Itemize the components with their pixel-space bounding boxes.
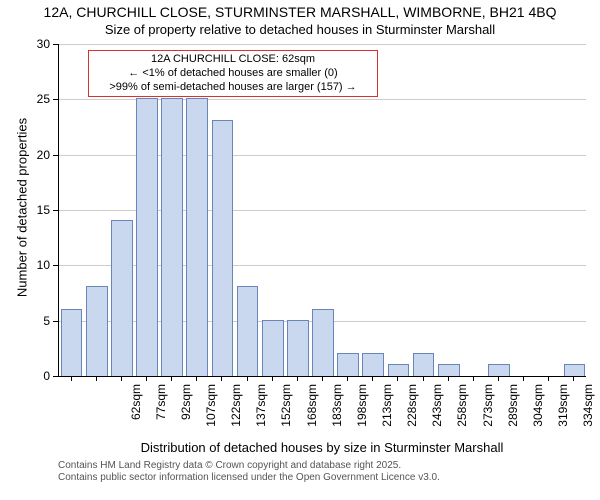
histogram-bar bbox=[337, 353, 359, 376]
chart-subtitle: Size of property relative to detached ho… bbox=[0, 22, 600, 37]
histogram-bar bbox=[488, 364, 510, 376]
y-axis-label: Number of detached properties bbox=[15, 83, 30, 333]
ytick-label: 0 bbox=[18, 369, 50, 383]
chart-container: 12A, CHURCHILL CLOSE, STURMINSTER MARSHA… bbox=[0, 0, 600, 500]
credits-line: Contains HM Land Registry data © Crown c… bbox=[58, 460, 440, 472]
xtick-label: 77sqm bbox=[154, 384, 168, 444]
histogram-bar bbox=[212, 120, 234, 376]
histogram-bar bbox=[388, 364, 410, 376]
histogram-bar bbox=[111, 220, 133, 376]
xtick-label: 258sqm bbox=[455, 384, 469, 444]
histogram-bar bbox=[186, 98, 208, 376]
credits-text: Contains HM Land Registry data © Crown c… bbox=[58, 460, 440, 484]
xtick-label: 228sqm bbox=[405, 384, 419, 444]
histogram-bar bbox=[287, 320, 309, 376]
xtick-label: 304sqm bbox=[531, 384, 545, 444]
x-axis-label: Distribution of detached houses by size … bbox=[58, 440, 586, 455]
xtick-label: 198sqm bbox=[355, 384, 369, 444]
annotation-line: ← <1% of detached houses are smaller (0) bbox=[93, 67, 373, 81]
ytick-label: 30 bbox=[18, 37, 50, 51]
xtick-label: 334sqm bbox=[581, 384, 595, 444]
histogram-bar bbox=[161, 98, 183, 376]
xtick-label: 137sqm bbox=[254, 384, 268, 444]
xtick-label: 122sqm bbox=[229, 384, 243, 444]
histogram-bar bbox=[438, 364, 460, 376]
histogram-bar bbox=[564, 364, 586, 376]
xtick-label: 107sqm bbox=[204, 384, 218, 444]
histogram-bar bbox=[312, 309, 334, 376]
chart-title: 12A, CHURCHILL CLOSE, STURMINSTER MARSHA… bbox=[0, 4, 600, 20]
histogram-bar bbox=[362, 353, 384, 376]
annotation-line: 12A CHURCHILL CLOSE: 62sqm bbox=[93, 53, 373, 67]
xtick-label: 183sqm bbox=[330, 384, 344, 444]
histogram-bar bbox=[262, 320, 284, 376]
xtick-label: 319sqm bbox=[556, 384, 570, 444]
xtick-label: 62sqm bbox=[129, 384, 143, 444]
y-axis-line bbox=[58, 44, 59, 376]
annotation-box: 12A CHURCHILL CLOSE: 62sqm ← <1% of deta… bbox=[88, 50, 378, 97]
histogram-bar bbox=[61, 309, 83, 376]
x-axis-line bbox=[58, 376, 586, 377]
histogram-bar bbox=[136, 98, 158, 376]
xtick-label: 213sqm bbox=[380, 384, 394, 444]
annotation-line: >99% of semi-detached houses are larger … bbox=[93, 81, 373, 95]
gridline bbox=[58, 44, 586, 45]
xtick-label: 273sqm bbox=[481, 384, 495, 444]
credits-line: Contains public sector information licen… bbox=[58, 472, 440, 484]
histogram-bar bbox=[86, 286, 108, 376]
histogram-bar bbox=[413, 353, 435, 376]
xtick-label: 289sqm bbox=[506, 384, 520, 444]
xtick-label: 92sqm bbox=[179, 384, 193, 444]
xtick-label: 168sqm bbox=[305, 384, 319, 444]
histogram-bar bbox=[237, 286, 259, 376]
xtick-label: 243sqm bbox=[430, 384, 444, 444]
xtick-label: 152sqm bbox=[279, 384, 293, 444]
